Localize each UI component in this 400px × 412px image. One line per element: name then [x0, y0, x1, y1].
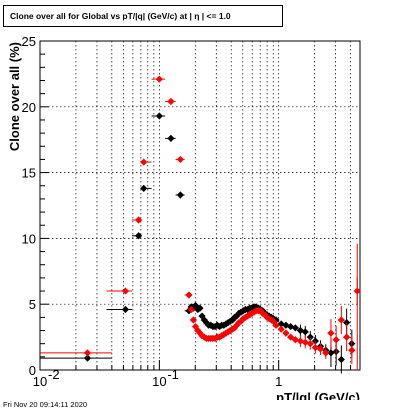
data-point: [83, 349, 92, 357]
y-tick-label: 5: [29, 297, 36, 312]
data-point: [282, 329, 290, 337]
axis-ticks: [39, 40, 352, 371]
data-point: [287, 333, 295, 341]
data-point: [343, 333, 351, 341]
data-point: [287, 322, 295, 331]
data-point: [316, 345, 325, 353]
data-series: [40, 75, 361, 374]
data-point: [337, 355, 345, 364]
x-tick-exponent: -1: [167, 367, 179, 382]
data-point: [277, 325, 285, 333]
data-point: [155, 112, 163, 120]
data-point: [332, 336, 340, 344]
data-point: [301, 338, 309, 346]
data-point: [134, 232, 143, 240]
data-point: [269, 317, 278, 325]
data-point: [272, 321, 280, 329]
data-point: [202, 319, 211, 327]
data-point: [134, 216, 143, 224]
y-tick-label: 10: [22, 231, 36, 246]
plot-frame: [39, 40, 361, 371]
x-tick-label: 1: [275, 374, 282, 389]
y-tick-label: 15: [22, 166, 36, 181]
y-tick-label: 20: [22, 100, 36, 115]
data-point: [343, 319, 351, 327]
data-point: [296, 326, 304, 335]
data-point: [306, 333, 314, 341]
data-point: [291, 336, 299, 344]
data-point: [167, 134, 175, 142]
x-tick-label: 10: [152, 374, 166, 389]
data-point: [348, 346, 356, 354]
data-point: [256, 307, 265, 315]
data-point: [140, 184, 148, 192]
x-tick-label: 10: [33, 374, 47, 389]
data-point: [155, 75, 163, 83]
data-point: [327, 349, 335, 357]
data-point: [187, 305, 195, 314]
data-point: [194, 326, 202, 335]
data-point: [233, 321, 241, 329]
data-point: [191, 322, 200, 331]
data-point: [196, 329, 204, 337]
data-point: [261, 311, 269, 319]
data-point: [185, 291, 193, 299]
grid-lines: [39, 41, 360, 370]
data-point: [121, 287, 130, 295]
data-point: [176, 155, 184, 164]
data-point: [327, 329, 335, 337]
y-tick-label: 0: [29, 363, 36, 378]
data-point: [296, 337, 304, 345]
data-point: [291, 324, 299, 332]
y-axis-title: Clone over all (%): [7, 42, 22, 151]
data-point: [337, 316, 345, 324]
x-tick-exponent: -2: [48, 367, 60, 382]
series-0: [40, 112, 356, 374]
series-1: [40, 75, 361, 365]
data-point: [83, 354, 92, 362]
data-point: [167, 97, 175, 106]
y-tick-label: 25: [22, 34, 36, 49]
data-point: [322, 349, 330, 357]
data-point: [237, 317, 245, 325]
data-point: [185, 307, 193, 315]
data-point: [121, 305, 130, 314]
data-point: [311, 337, 319, 345]
data-point: [306, 340, 314, 348]
data-point: [140, 158, 148, 166]
data-point: [189, 316, 198, 324]
data-point: [301, 328, 309, 336]
x-axis-title: pT/|q| (GeV/c): [276, 390, 360, 400]
timestamp-footer: Fri Nov 20 09:14:11 2020: [3, 400, 88, 409]
data-point: [196, 304, 204, 312]
data-point: [176, 191, 184, 199]
chart-title: Clone over all for Global vs pT/|q| (GeV…: [3, 5, 283, 27]
data-point: [311, 344, 319, 352]
